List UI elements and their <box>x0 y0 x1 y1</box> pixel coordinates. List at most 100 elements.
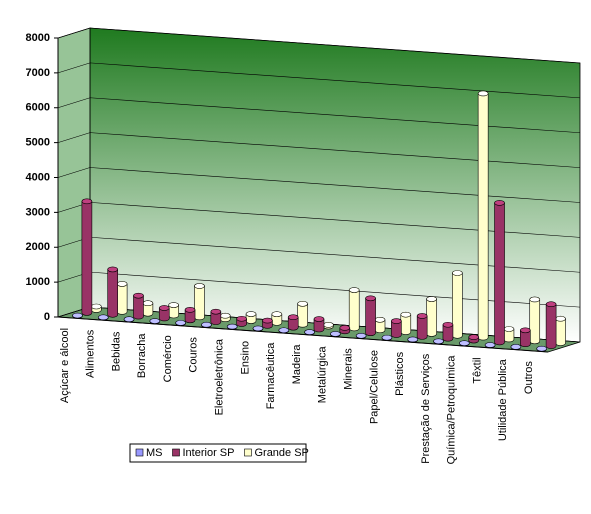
bar-top <box>304 329 315 335</box>
bar-top <box>520 327 531 334</box>
bar-top <box>391 318 402 324</box>
bar <box>365 298 376 336</box>
y-tick-label: 8000 <box>26 32 50 44</box>
bar-top <box>477 90 489 97</box>
x-tick-label: Bebidas <box>110 331 122 371</box>
y-tick-label: 5000 <box>26 137 50 149</box>
bar-top <box>133 292 144 299</box>
bar-top <box>194 283 205 289</box>
bar-top <box>210 308 222 315</box>
bar-top <box>252 325 264 332</box>
x-tick-label: Outros <box>523 361 535 395</box>
x-tick-label: Ensino <box>239 341 251 375</box>
bar-top <box>400 311 412 318</box>
bar-top <box>452 270 463 276</box>
y-tick-label: 2000 <box>26 241 50 253</box>
bar-top <box>529 296 541 303</box>
grid-line <box>57 27 581 64</box>
legend-swatch <box>244 448 252 457</box>
bar-top <box>365 295 376 302</box>
bar-top <box>459 340 470 346</box>
x-tick-label: Papel/Celulose <box>368 350 380 424</box>
bar-top <box>236 315 247 322</box>
bar-top <box>494 200 505 206</box>
y-tick-label: 7000 <box>26 67 50 79</box>
bar-top <box>433 338 444 345</box>
bar-top <box>313 316 325 322</box>
y-tick-label: 4000 <box>26 171 50 183</box>
bar <box>348 289 360 332</box>
bar <box>107 269 118 318</box>
bar-top <box>323 322 334 328</box>
bar <box>442 324 454 342</box>
bar <box>184 309 196 324</box>
bar-top <box>468 334 480 340</box>
legend-swatch <box>135 448 144 457</box>
bar-top <box>116 281 128 287</box>
x-tick-label: Eletroeletrônica <box>214 338 226 415</box>
bar-top <box>545 301 557 308</box>
bar-top <box>278 327 290 334</box>
bar <box>133 295 144 320</box>
bar-top <box>503 326 515 332</box>
bar <box>477 93 489 341</box>
plot-area: 0 1000 2000 3000 4000 5000 6000 7000 8000 Açúcar … <box>26 27 581 464</box>
bar-top <box>226 323 238 330</box>
bar-top <box>348 287 360 293</box>
bar-top <box>219 312 231 319</box>
legend: MS Interior SP Grande SP <box>135 447 309 459</box>
bar-top <box>339 325 351 331</box>
bar <box>416 315 428 340</box>
bar-top <box>381 334 393 341</box>
x-tick-label: Açúcar e álcool <box>59 328 71 403</box>
bar-top <box>72 312 83 319</box>
bar-top <box>536 345 547 352</box>
legend-label: Interior SP <box>183 447 235 459</box>
grid-line <box>57 62 581 99</box>
bar <box>158 307 170 322</box>
bar-top <box>297 300 308 307</box>
bar-top <box>158 305 170 311</box>
y-tick-label: 0 <box>44 311 50 323</box>
bar-top <box>168 302 179 308</box>
bar <box>116 283 128 315</box>
x-tick-label: Têxtil <box>471 357 483 383</box>
y-tick-label: 6000 <box>26 102 50 114</box>
x-tick-label: Farmacêutica <box>265 342 277 410</box>
x-tick-label: Madeira <box>291 344 303 385</box>
x-tick-label: Minerais <box>342 348 354 390</box>
bar-top <box>245 311 257 317</box>
bar-top <box>175 320 186 326</box>
x-tick-label: Plásticos <box>394 351 406 396</box>
bar-top <box>201 321 212 328</box>
bar-top <box>184 307 196 313</box>
bar <box>400 314 412 335</box>
bar <box>194 285 205 321</box>
bar-top <box>416 313 428 319</box>
y-tick-label: 3000 <box>26 206 50 218</box>
bar <box>287 316 299 331</box>
bar <box>545 303 557 349</box>
bar <box>391 320 402 338</box>
bar-top <box>107 266 118 273</box>
bar <box>555 318 566 346</box>
bar-top <box>97 314 109 321</box>
bar-top <box>287 314 299 320</box>
bar-top <box>484 342 496 348</box>
bar <box>529 299 541 345</box>
grid-line <box>57 167 581 203</box>
bar-top <box>510 344 522 350</box>
grid-line <box>57 97 581 134</box>
x-tick-label: Prestação de Serviços <box>420 353 432 464</box>
x-tick-label: Comércio <box>162 335 174 382</box>
x-tick-label: Metalúrgica <box>317 345 329 403</box>
x-tick-label: Utilidade Pública <box>497 358 509 441</box>
x-tick-label: Alimentos <box>85 329 97 378</box>
bar-top <box>330 331 341 337</box>
bar <box>426 298 437 337</box>
legend-box <box>129 443 307 463</box>
y-tick-label: 1000 <box>26 276 50 288</box>
bar-top <box>555 315 566 322</box>
bar <box>520 329 531 347</box>
